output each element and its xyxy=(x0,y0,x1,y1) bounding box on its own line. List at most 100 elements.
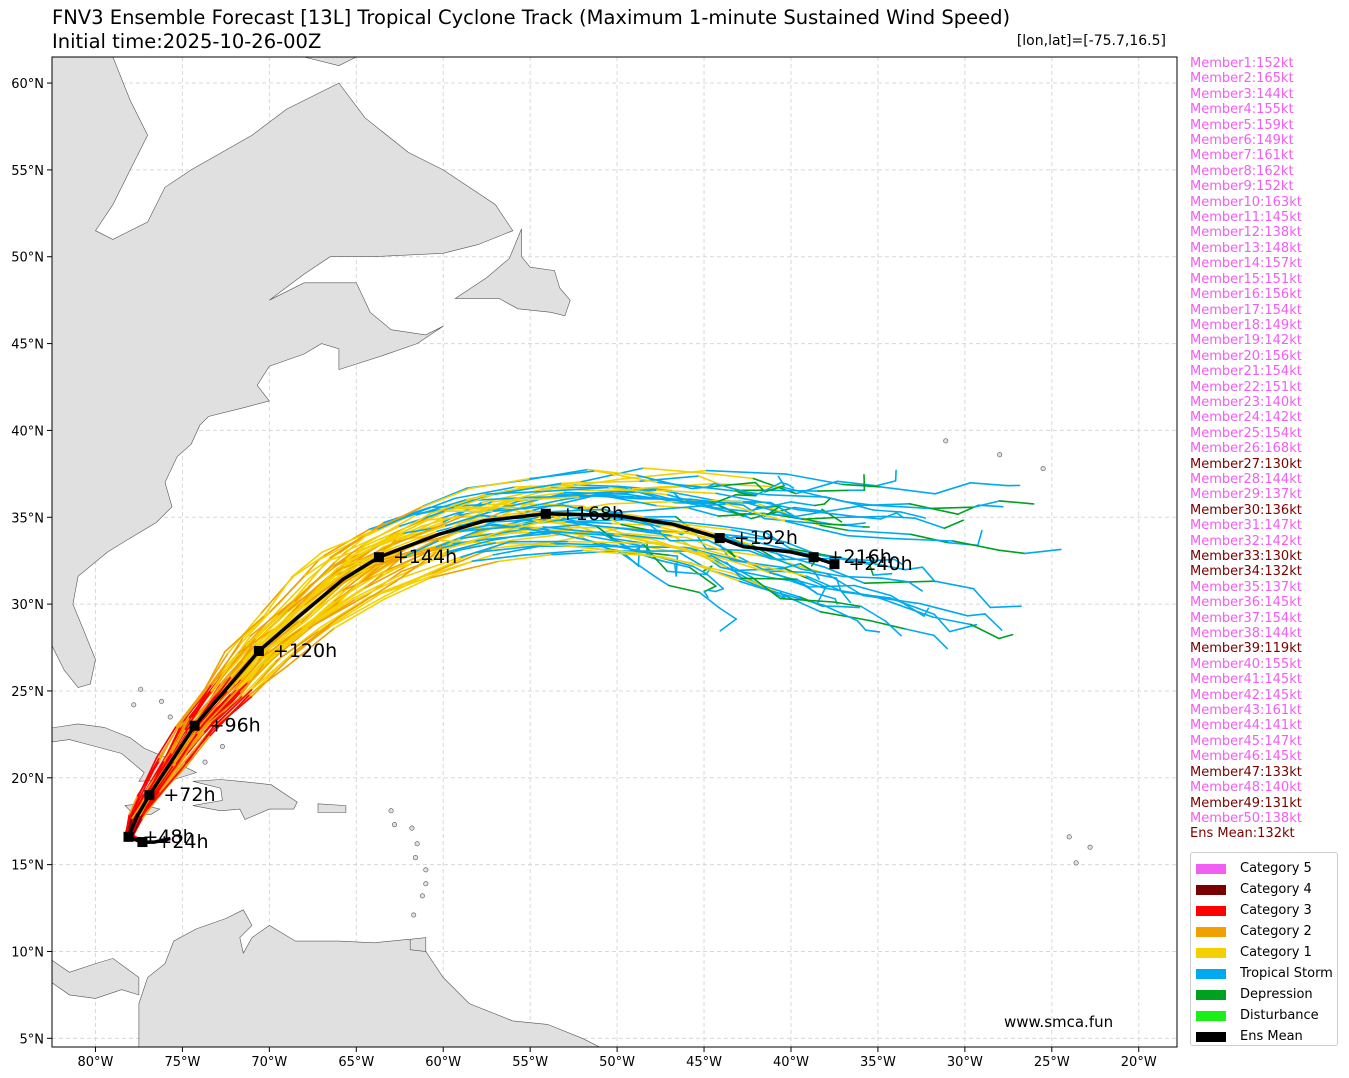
small-island xyxy=(997,452,1003,458)
member-track-segment xyxy=(812,522,848,527)
ens-mean-line xyxy=(126,512,836,844)
member-track-segment xyxy=(338,580,398,618)
member-track-segment xyxy=(692,565,708,575)
member-entry: Member7:161kt xyxy=(1190,148,1294,164)
member-track-segment xyxy=(383,576,432,600)
member-track-segment xyxy=(873,595,934,618)
member-track-segment xyxy=(660,559,691,569)
legend-swatch xyxy=(1196,947,1226,958)
member-track-segment xyxy=(687,502,739,515)
forecast-hour-marker xyxy=(253,646,264,656)
y-tick-label: 50°N xyxy=(11,251,44,266)
member-track-segment xyxy=(727,550,736,558)
member-track-segment xyxy=(312,587,367,622)
legend-item: Category 1 xyxy=(1196,942,1337,963)
member-track-segment xyxy=(805,571,838,580)
member-track-segment xyxy=(706,589,717,593)
member-track-segment xyxy=(180,725,205,763)
member-track-segment xyxy=(872,558,896,562)
member-track-segment xyxy=(489,530,548,542)
member-track-segment xyxy=(713,482,758,496)
member-track-segment xyxy=(581,523,663,534)
member-track-segment xyxy=(786,483,795,489)
small-island xyxy=(423,881,429,887)
member-track-segment xyxy=(329,534,366,559)
member-track-segment xyxy=(976,529,983,547)
member-track-segment xyxy=(823,497,831,505)
legend-swatch xyxy=(1196,1010,1226,1021)
small-island xyxy=(392,822,398,828)
forecast-hour-label: +96h xyxy=(209,715,261,737)
member-track-segment xyxy=(529,470,596,480)
forecast-hour-label: +240h xyxy=(848,553,912,575)
legend-item: Category 3 xyxy=(1196,900,1337,921)
member-track-segment xyxy=(655,576,670,587)
member-track-segment xyxy=(666,570,709,576)
member-track-segment xyxy=(408,506,456,516)
member-track-segment xyxy=(706,539,732,553)
member-track-segment xyxy=(907,580,924,592)
member-track-segment xyxy=(819,524,849,532)
x-tick-label: 20°W xyxy=(1121,1055,1157,1070)
member-track-segment xyxy=(371,506,423,532)
member-track-segment xyxy=(850,522,866,526)
member-track-segment xyxy=(254,600,297,640)
member-track-segment xyxy=(734,536,776,548)
member-track-segment xyxy=(224,615,265,653)
forecast-hour-marker xyxy=(829,559,840,570)
legend-item: Category 2 xyxy=(1196,921,1337,942)
member-track-segment xyxy=(345,572,381,595)
member-track-segment xyxy=(668,554,679,558)
member-track-segment xyxy=(839,589,852,604)
member-track-segment xyxy=(230,658,263,695)
member-track-segment xyxy=(203,687,241,728)
central-america-land xyxy=(52,958,140,999)
member-track-segment xyxy=(998,549,1026,555)
member-track-segment xyxy=(362,514,418,546)
member-track-segment xyxy=(612,516,651,526)
member-track-segment xyxy=(725,503,787,523)
member-track-segment xyxy=(796,578,818,595)
member-track-segment xyxy=(815,592,837,600)
member-track-segment xyxy=(642,543,651,552)
member-track-segment xyxy=(673,563,678,577)
member-track-segment xyxy=(904,628,935,637)
member-track-segment xyxy=(378,512,431,544)
y-tick-label: 25°N xyxy=(11,685,44,700)
small-island xyxy=(411,912,417,918)
member-track-segment xyxy=(464,499,516,517)
member-track-segment xyxy=(354,577,401,601)
member-track-segment xyxy=(943,519,965,530)
member-track-segment xyxy=(705,469,788,475)
member-track-segment xyxy=(175,732,198,767)
small-island xyxy=(412,855,418,861)
member-track-segment xyxy=(298,568,338,609)
small-island xyxy=(1073,860,1079,866)
member-track-segment xyxy=(286,627,336,667)
x-tick-label: 75°W xyxy=(164,1055,200,1070)
member-track-segment xyxy=(623,532,689,539)
legend-item: Category 4 xyxy=(1196,879,1337,900)
member-track-segment xyxy=(334,529,373,563)
small-island xyxy=(1040,466,1046,472)
member-track-segment xyxy=(748,549,772,560)
small-island xyxy=(1066,834,1072,840)
small-island xyxy=(219,744,225,750)
member-entry: Member15:151kt xyxy=(1190,271,1302,287)
member-track-segment xyxy=(998,633,1014,640)
member-entry: Member31:147kt xyxy=(1190,518,1302,534)
member-entry: Member23:140kt xyxy=(1190,394,1302,410)
member-entry: Member13:148kt xyxy=(1190,240,1302,256)
member-track-segment xyxy=(660,531,723,535)
member-entry: Member37:154kt xyxy=(1190,610,1302,626)
member-track-segment xyxy=(713,482,783,488)
member-track-segment xyxy=(308,598,357,629)
member-entry: Member6:149kt xyxy=(1190,133,1294,149)
member-track-segment xyxy=(263,627,310,665)
ens-mean-track: +24h+48h +72h +96h +120h +144h +168h +192h +216… xyxy=(123,503,913,853)
member-track-segment xyxy=(869,562,907,571)
member-track-segment xyxy=(763,501,800,511)
member-track-segment xyxy=(984,613,1003,631)
member-entry: Member30:136kt xyxy=(1190,502,1302,518)
member-track-segment xyxy=(797,508,856,518)
